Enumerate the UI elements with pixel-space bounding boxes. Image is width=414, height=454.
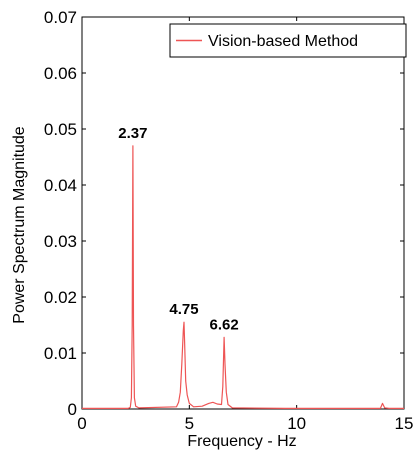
axes bbox=[81, 16, 405, 410]
y-tick-label: 0 bbox=[68, 400, 77, 419]
y-axis-label: Power Spectrum Magnitude bbox=[11, 126, 28, 324]
peak-annotation: 2.37 bbox=[118, 125, 147, 142]
legend: Vision-based Method bbox=[169, 23, 407, 58]
series-line bbox=[82, 145, 404, 409]
x-tick-label: 15 bbox=[395, 414, 414, 433]
plot-frame bbox=[81, 16, 405, 410]
y-tick-label: 0.01 bbox=[44, 344, 77, 363]
legend-label: Vision-based Method bbox=[208, 33, 358, 50]
x-axis-label: Frequency - Hz bbox=[187, 433, 296, 450]
x-tick-label: 5 bbox=[185, 414, 194, 433]
y-tick-label: 0.03 bbox=[44, 232, 77, 251]
legend-box bbox=[169, 23, 407, 58]
y-tick-label: 0.02 bbox=[44, 288, 77, 307]
peak-annotation: 4.75 bbox=[169, 301, 198, 318]
peak-annotation: 6.62 bbox=[210, 316, 239, 333]
x-tick-label: 0 bbox=[77, 414, 86, 433]
y-tick-label: 0.04 bbox=[44, 176, 77, 195]
annotations: 2.37 4.75 6.62 bbox=[118, 125, 238, 334]
series bbox=[82, 145, 404, 409]
ticks: 0 5 10 15 0 0.01 0.02 0.03 0.04 0.05 0.06 0.07 bbox=[44, 8, 414, 433]
y-tick-label: 0.07 bbox=[44, 8, 77, 27]
y-tick-label: 0.05 bbox=[44, 120, 77, 139]
y-tick-label: 0.06 bbox=[44, 64, 77, 83]
x-tick-label: 10 bbox=[287, 414, 306, 433]
